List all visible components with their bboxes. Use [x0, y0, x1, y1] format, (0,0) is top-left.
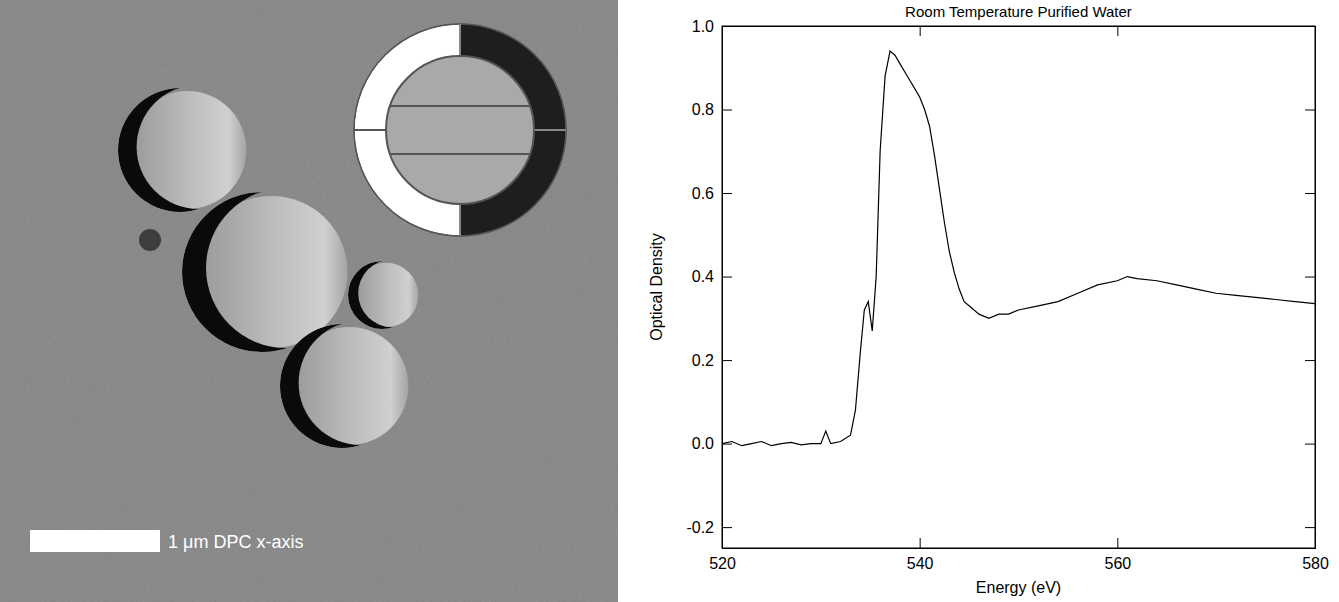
tick-label: 0.0 [692, 435, 714, 452]
tick-label: 0.4 [692, 268, 714, 285]
tick-mark [722, 26, 723, 36]
tick: 0.8 [692, 101, 732, 118]
tick: 540 [907, 538, 934, 572]
figure: 1 μm DPC x-axis 520 540 560 580 -0.2 0.0 0.2 0.4… [0, 0, 1339, 602]
tick-label: 540 [907, 555, 934, 572]
tick-mark [722, 277, 732, 278]
tick [1305, 193, 1315, 194]
tick-label: 0.2 [692, 352, 714, 369]
tick-mark [722, 527, 732, 528]
y-axis-title: Optical Density [648, 233, 665, 341]
scale-bar-label: 1 μm DPC x-axis [168, 532, 303, 552]
tick-mark [1305, 26, 1315, 27]
tick-label: 560 [1104, 555, 1131, 572]
y-axis: -0.2 0.0 0.2 0.4 0.6 0.8 1.0 [686, 18, 732, 549]
tick-mark [1305, 193, 1315, 194]
tick [1305, 360, 1315, 361]
dpc-image: 1 μm DPC x-axis [0, 0, 618, 602]
tick [1305, 26, 1315, 27]
tick-mark [1117, 26, 1118, 36]
tick-label: -0.2 [686, 519, 714, 536]
tick-mark [1305, 527, 1315, 528]
scale-bar [30, 530, 160, 552]
tick-mark [722, 110, 732, 111]
tick [1305, 277, 1315, 278]
detector-divider [459, 24, 461, 56]
axis-line [1305, 27, 1316, 549]
x-axis-top [723, 26, 1316, 36]
tick-mark [722, 360, 732, 361]
detector-divider [534, 129, 566, 131]
image-background [0, 0, 618, 602]
detector-outline [354, 24, 566, 236]
tick [920, 26, 921, 36]
tick-mark [722, 193, 732, 194]
tick-mark [1305, 444, 1315, 445]
detector-divider [354, 129, 386, 131]
detector-divider [459, 204, 461, 236]
tick: 560 [1104, 538, 1131, 572]
tick [1305, 527, 1315, 528]
detector-center [386, 56, 534, 204]
chart-title: Room Temperature Purified Water [905, 3, 1132, 20]
tick [1305, 444, 1315, 445]
tick: 0.0 [692, 435, 732, 452]
tick-label: 0.8 [692, 101, 714, 118]
spectrum-line [722, 51, 1315, 446]
sphere-edge [280, 324, 404, 448]
tick-label: 1.0 [692, 18, 714, 35]
tick: 0.6 [692, 185, 732, 202]
x-axis-title: Energy (eV) [976, 579, 1061, 596]
x-axis: 520 540 560 580 [709, 538, 1329, 572]
tick-label: 520 [709, 555, 736, 572]
tick-mark [1117, 538, 1118, 548]
sphere-edge [182, 192, 342, 352]
axis-line [723, 27, 1316, 37]
tick-mark [1305, 360, 1315, 361]
plot-area [722, 51, 1315, 446]
tick: 0.2 [692, 352, 732, 369]
tick [1117, 26, 1118, 36]
tick [1305, 110, 1315, 111]
sphere-edge [118, 88, 242, 212]
detector-divider [390, 153, 530, 155]
particle [139, 229, 161, 251]
tick-label: 0.6 [692, 185, 714, 202]
tick [722, 26, 723, 36]
detector-divider [390, 105, 530, 107]
tick: 0.4 [692, 268, 732, 285]
tick-mark [920, 26, 921, 36]
tick: -0.2 [686, 519, 732, 536]
tick-mark [1305, 277, 1315, 278]
tick-mark [1305, 110, 1315, 111]
axis-line [723, 27, 733, 549]
detector-inset [354, 24, 566, 236]
y-axis-right [1305, 27, 1316, 549]
tick-label: 580 [1302, 555, 1329, 572]
axis-line [723, 538, 1316, 549]
tick-mark [920, 538, 921, 548]
plot-frame [722, 26, 1315, 548]
sphere-edge [348, 261, 416, 329]
